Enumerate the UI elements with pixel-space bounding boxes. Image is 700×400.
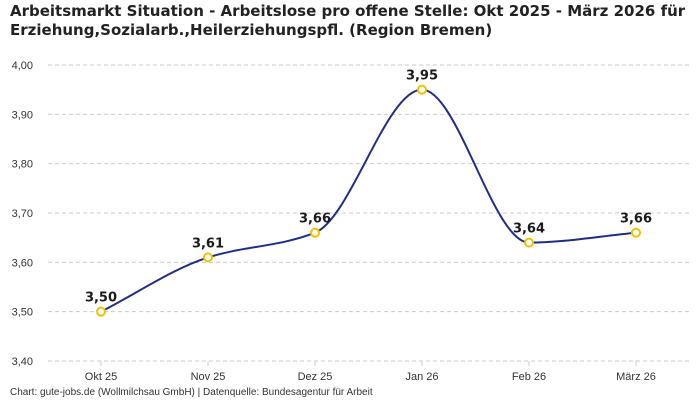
series-line-layer	[100, 88, 637, 313]
data-point[interactable]	[417, 84, 427, 95]
grid-lines	[48, 64, 690, 362]
x-tick-label: März 26	[616, 371, 656, 383]
data-point[interactable]	[310, 227, 320, 238]
data-label: 3,95	[406, 69, 438, 84]
chart-title: Arbeitsmarkt Situation - Arbeitslose pro…	[10, 2, 690, 40]
series-line	[100, 88, 637, 313]
chart-title-line-2: Erziehung,Sozialarb.,Heilerziehungspfl. …	[10, 21, 493, 39]
y-tick-label: 3,60	[12, 257, 33, 269]
y-tick-label: 3,90	[12, 109, 33, 121]
data-labels: 3,50 3,61 3,66 3,95 3,64 3,66	[85, 69, 652, 306]
data-point[interactable]	[631, 227, 641, 238]
x-axis-tick-labels: Okt 25 Nov 25 Dez 25 Jan 26 Feb 26 März 26	[85, 361, 656, 383]
data-point[interactable]	[96, 306, 106, 317]
data-label: 3,64	[513, 222, 545, 237]
data-point[interactable]	[203, 252, 213, 263]
y-tick-label: 3,50	[12, 307, 33, 319]
data-point[interactable]	[524, 237, 534, 248]
data-label: 3,61	[192, 236, 224, 251]
y-tick-label: 3,80	[12, 159, 33, 171]
data-label: 3,50	[85, 291, 117, 306]
chart-source-footer: Chart: gute-jobs.de (Wollmilchsau GmbH) …	[10, 387, 373, 398]
data-label: 3,66	[620, 212, 652, 227]
y-tick-label: 3,40	[12, 356, 33, 368]
data-point-markers	[96, 84, 641, 317]
x-tick-label: Okt 25	[85, 371, 117, 383]
y-axis-tick-labels: 3,40 3,50 3,60 3,70 3,80 3,90 4,00	[12, 60, 33, 368]
x-tick-label: Feb 26	[512, 371, 546, 383]
y-tick-label: 4,00	[12, 60, 33, 72]
y-tick-label: 3,70	[12, 208, 33, 220]
x-tick-label: Jan 26	[405, 371, 438, 383]
data-label: 3,66	[299, 212, 331, 227]
x-tick-label: Nov 25	[191, 371, 226, 383]
chart-title-line-1: Arbeitsmarkt Situation - Arbeitslose pro…	[10, 2, 686, 20]
x-tick-label: Dez 25	[298, 371, 333, 383]
